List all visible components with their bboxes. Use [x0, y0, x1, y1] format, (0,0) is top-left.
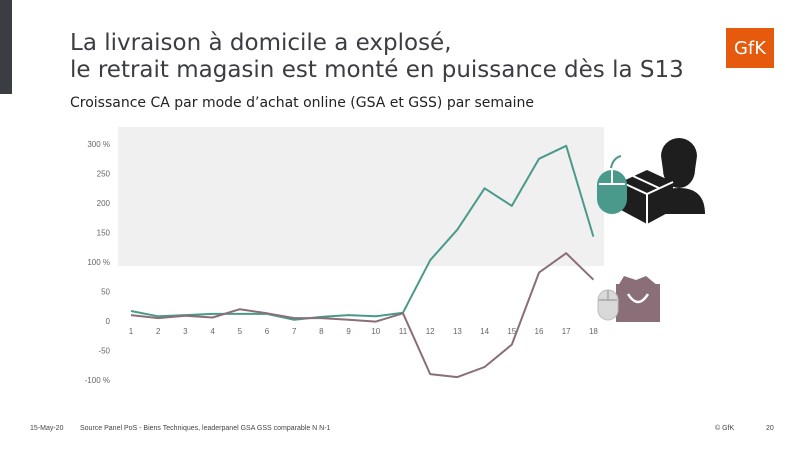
x-tick-label: 9 — [346, 327, 351, 336]
x-axis: 1 2 3 4 5 6 7 8 9 10 11 12 13 14 15 16 17 18 — [129, 327, 599, 336]
accent-bar — [0, 0, 12, 94]
y-tick-label: 100 % — [87, 258, 110, 267]
footer-date: 15-May-20 — [30, 425, 64, 432]
title-line-1: La livraison à domicile a explosé, — [70, 30, 452, 56]
y-tick-label: 150 — [97, 229, 111, 238]
y-tick-label: 250 — [97, 170, 111, 179]
home-delivery-icon — [597, 138, 705, 224]
footer-source: Source Panel PoS - Biens Techniques, lea… — [80, 425, 331, 432]
x-tick-label: 13 — [453, 327, 462, 336]
page-number: 20 — [766, 425, 774, 432]
x-tick-label: 2 — [156, 327, 161, 336]
x-tick-label: 3 — [183, 327, 188, 336]
page-title: La livraison à domicile a explosé, le re… — [70, 30, 684, 84]
y-axis: -100 % -50 0 50 100 % 150 200 250 300 % — [85, 140, 111, 385]
x-tick-label: 5 — [238, 327, 243, 336]
series-lines — [130, 144, 595, 379]
series-line-home-delivery — [130, 144, 595, 321]
x-tick-label: 6 — [265, 327, 270, 336]
y-tick-label: 0 — [106, 317, 111, 326]
shaded-band — [118, 127, 604, 266]
x-tick-label: 18 — [589, 327, 598, 336]
y-tick-label: 300 % — [87, 140, 110, 149]
x-tick-label: 11 — [399, 327, 408, 336]
footer-copyright: © GfK — [715, 425, 735, 432]
x-tick-label: 12 — [426, 327, 435, 336]
x-tick-label: 14 — [480, 327, 489, 336]
x-tick-label: 16 — [535, 327, 544, 336]
y-tick-label: -100 % — [85, 376, 110, 385]
title-line-2: le retrait magasin est monté en puissanc… — [70, 57, 684, 83]
y-tick-label: -50 — [98, 347, 110, 356]
x-tick-label: 4 — [210, 327, 215, 336]
x-tick-label: 8 — [319, 327, 324, 336]
store-pickup-icon — [597, 276, 660, 322]
x-tick-label: 10 — [371, 327, 380, 336]
y-tick-label: 200 — [97, 199, 111, 208]
y-tick-label: 50 — [101, 288, 110, 297]
x-tick-label: 15 — [507, 327, 516, 336]
x-tick-label: 17 — [562, 327, 571, 336]
series-line-store-pickup — [130, 252, 595, 379]
gfk-logo-text: GfK — [733, 37, 767, 59]
gfk-logo: GfK — [726, 28, 774, 68]
x-tick-label: 1 — [129, 327, 134, 336]
x-tick-label: 7 — [292, 327, 297, 336]
chart-subtitle: Croissance CA par mode d’achat online (G… — [70, 95, 535, 111]
